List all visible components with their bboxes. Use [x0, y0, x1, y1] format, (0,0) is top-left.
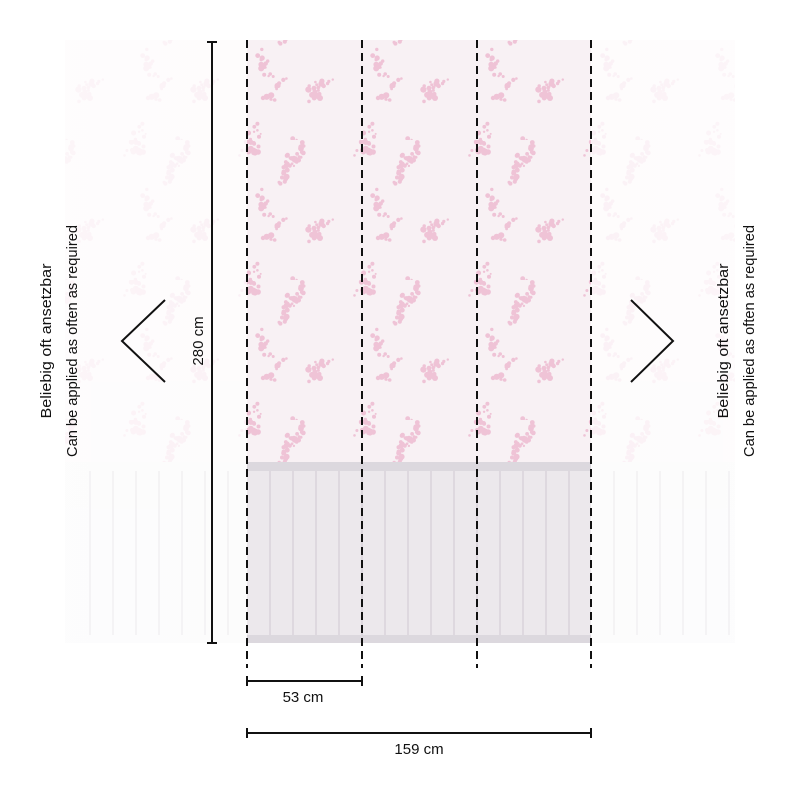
total-width-label: 159 cm [394, 741, 443, 758]
right-note-german: Beliebig oft ansetzbar [715, 264, 732, 419]
height-label: 280 cm [190, 316, 207, 365]
right-note-english: Can be applied as often as required [741, 225, 758, 457]
total-width-dimension [246, 728, 592, 738]
wainscot-bottom-rail [247, 635, 591, 643]
wainscot-section [247, 462, 591, 643]
panel-width-label: 53 cm [283, 689, 324, 706]
floral-section [247, 40, 591, 462]
panel-width-dimension [246, 676, 363, 686]
wainscot-top-rail [247, 462, 591, 471]
height-dimension [207, 41, 217, 644]
left-note-english: Can be applied as often as required [64, 225, 81, 457]
chevron-left-icon [120, 299, 166, 383]
chevron-right-icon [630, 299, 675, 383]
wallpaper-panels [89, 40, 730, 643]
left-note-german: Beliebig oft ansetzbar [38, 264, 55, 419]
